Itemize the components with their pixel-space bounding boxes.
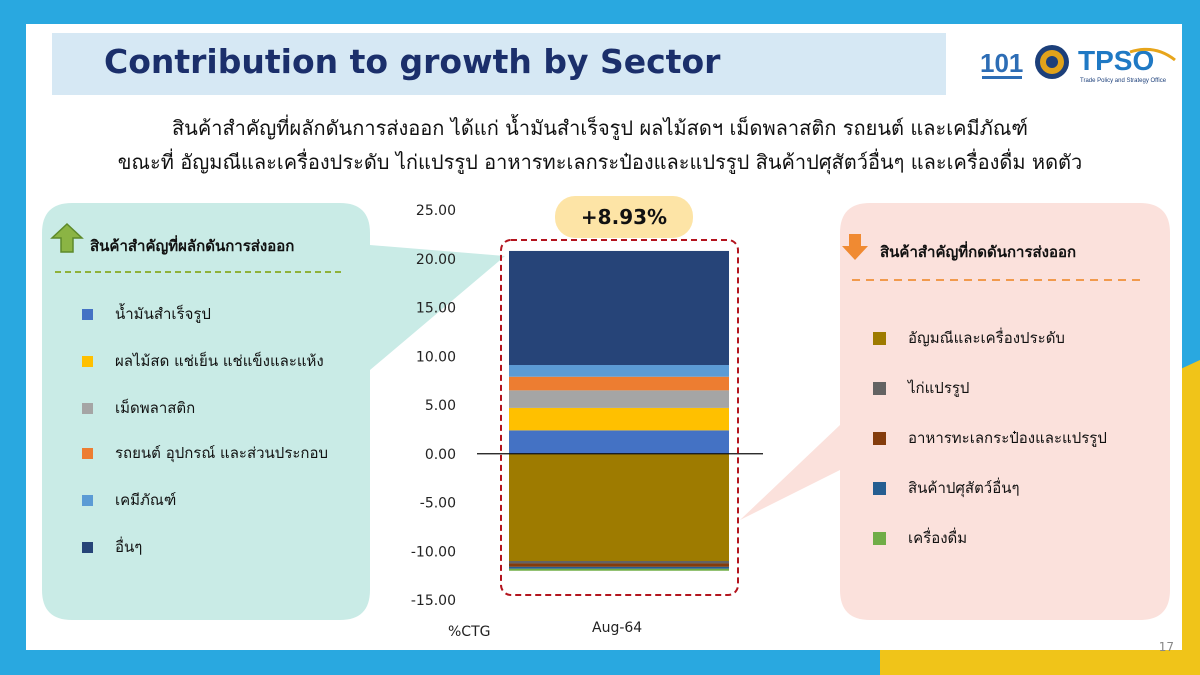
legend-item: อัญมณีและเครื่องประดับ xyxy=(873,326,1065,350)
moc-logo: 101 xyxy=(980,48,1023,79)
y-tick-label: 5.00 xyxy=(425,398,456,414)
y-tick-label: -10.00 xyxy=(411,544,456,560)
page-title: Contribution to growth by Sector xyxy=(104,42,721,81)
legend-item: สินค้าปศุสัตว์อื่นๆ xyxy=(873,476,1020,500)
legend-swatch xyxy=(873,481,886,495)
legend-swatch xyxy=(82,494,93,506)
legend-swatch xyxy=(82,355,93,367)
bar-segment xyxy=(509,568,729,571)
total-growth-badge: +8.93% xyxy=(555,196,693,238)
tpso-caption: Trade Policy and Strategy Office xyxy=(1080,78,1167,84)
legend-label: อื่นๆ xyxy=(115,538,143,556)
subtitle-line-1: สินค้าสำคัญที่ผลักดันการส่งออก ได้แก่ น้… xyxy=(171,116,1029,140)
legend-item: อื่นๆ xyxy=(82,535,142,559)
bar-segment xyxy=(509,430,729,454)
legend-item: เคมีภัณฑ์ xyxy=(82,488,176,512)
svg-text:101: 101 xyxy=(980,48,1023,78)
tpso-logo: TPSO Trade Policy and Strategy Office xyxy=(1078,45,1176,84)
arrow-up-icon xyxy=(50,222,84,253)
y-tick-label: -5.00 xyxy=(420,496,456,512)
subtitle-line-2: ขณะที่ อัญมณีและเครื่องประดับ ไก่แปรรูป … xyxy=(117,150,1083,174)
bar-segment xyxy=(509,365,729,377)
legend-swatch xyxy=(82,447,93,459)
legend-swatch xyxy=(873,331,886,345)
logo-group: 101 TPSO Trade Policy and Strategy Offic… xyxy=(980,42,1180,86)
ministry-seal xyxy=(1035,45,1069,79)
legend-label: สินค้าปศุสัตว์อื่นๆ xyxy=(908,479,1020,497)
bar-segment xyxy=(509,563,729,567)
legend-label: เม็ดพลาสติก xyxy=(115,399,196,417)
legend-label: เคมีภัณฑ์ xyxy=(115,491,177,509)
x-axis-category-label: Aug-64 xyxy=(592,620,643,636)
legend-label: ผลไม้สด แช่เย็น แช่แข็งและแห้ง xyxy=(115,352,324,370)
bar-segment xyxy=(509,561,729,564)
legend-label: อาหารทะเลกระป๋องและแปรรูป xyxy=(908,429,1107,447)
legend-swatch xyxy=(82,541,93,553)
legend-swatch xyxy=(873,381,886,395)
bar-segment xyxy=(509,566,729,569)
y-tick-label: 15.00 xyxy=(416,301,456,317)
legend-item: ไก่แปรรูป xyxy=(873,376,969,400)
right-panel-title: สินค้าสำคัญที่กดดันการส่งออก xyxy=(880,243,1077,261)
bar-segment xyxy=(509,376,729,391)
legend-swatch xyxy=(873,531,886,545)
legend-label: เครื่องดื่ม xyxy=(908,529,968,547)
y-tick-label: 20.00 xyxy=(416,252,456,268)
bar-segment xyxy=(509,453,729,561)
y-tick-label: 25.00 xyxy=(416,203,456,219)
page-number: 17 xyxy=(1158,640,1174,654)
bar-segment xyxy=(509,250,729,366)
y-tick-label: -15.00 xyxy=(411,593,456,609)
legend-label: ไก่แปรรูป xyxy=(908,379,970,397)
y-axis-unit-label: %CTG xyxy=(448,624,491,640)
legend-item: เครื่องดื่ม xyxy=(873,526,967,550)
title-bar xyxy=(52,33,946,95)
y-tick-label: 10.00 xyxy=(416,349,456,365)
legend-item: อาหารทะเลกระป๋องและแปรรูป xyxy=(873,426,1107,450)
legend-swatch xyxy=(82,402,93,414)
left-panel-title: สินค้าสำคัญที่ผลักดันการส่งออก xyxy=(90,237,295,255)
bar-highlight-frame xyxy=(500,239,739,596)
legend-label: รถยนต์ อุปกรณ์ และส่วนประกอบ xyxy=(115,444,329,462)
right-callout xyxy=(740,203,1170,620)
arrow-down-icon xyxy=(842,234,868,260)
left-callout xyxy=(42,203,505,620)
y-tick-label: 0.00 xyxy=(425,447,456,463)
legend-item: รถยนต์ อุปกรณ์ และส่วนประกอบ xyxy=(82,441,328,465)
legend-swatch xyxy=(873,431,886,445)
legend-item: เม็ดพลาสติก xyxy=(82,396,195,420)
legend-item: น้ำมันสำเร็จรูป xyxy=(82,302,211,326)
legend-swatch xyxy=(82,308,93,320)
bar-segment xyxy=(509,390,729,408)
legend-item: ผลไม้สด แช่เย็น แช่แข็งและแห้ง xyxy=(82,349,324,373)
legend-label: อัญมณีและเครื่องประดับ xyxy=(908,329,1065,347)
legend-label: น้ำมันสำเร็จรูป xyxy=(115,305,211,323)
bar-segment xyxy=(509,407,729,431)
